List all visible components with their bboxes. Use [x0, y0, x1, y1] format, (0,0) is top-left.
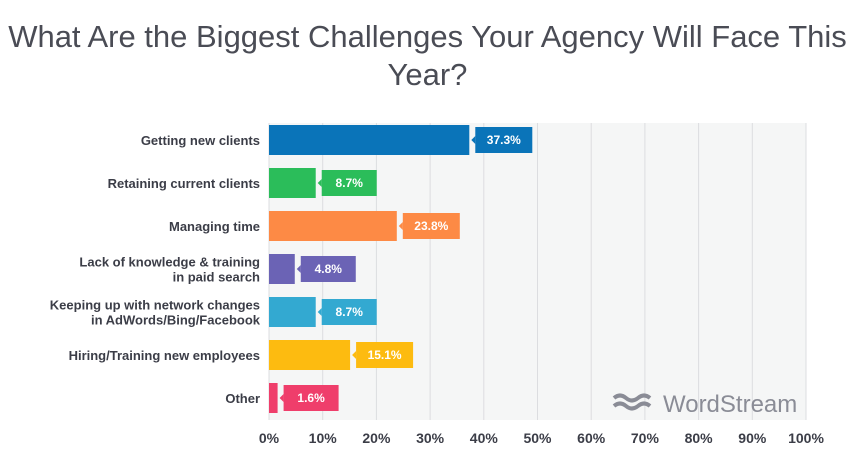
- chart-title: What Are the Biggest Challenges Your Age…: [8, 19, 847, 92]
- data-label-box: [356, 342, 414, 368]
- bar: [269, 168, 316, 198]
- data-label: 8.7%: [336, 305, 364, 319]
- category-label: Other: [225, 391, 260, 406]
- x-tick-label: 10%: [309, 430, 338, 446]
- data-label-pointer: [296, 265, 301, 273]
- data-label-box: [321, 170, 377, 196]
- category-label: Lack of knowledge & training: [79, 255, 260, 270]
- data-label-pointer: [471, 136, 476, 144]
- data-label-pointer: [317, 179, 322, 187]
- bar: [269, 254, 295, 284]
- category-label: in paid search: [173, 270, 260, 285]
- bar: [269, 211, 397, 241]
- data-label: 37.3%: [487, 133, 521, 147]
- wordstream-logo: WordStream: [612, 391, 797, 418]
- x-tick-label: 60%: [577, 430, 606, 446]
- category-label: Retaining current clients: [108, 176, 260, 191]
- bar: [269, 340, 351, 370]
- x-tick-label: 20%: [362, 430, 391, 446]
- category-label: Managing time: [169, 219, 260, 234]
- x-tick-label: 90%: [738, 430, 767, 446]
- data-label-pointer: [352, 351, 357, 359]
- category-label: Getting new clients: [141, 133, 260, 148]
- x-tick-label: 30%: [416, 430, 445, 446]
- data-label: 1.6%: [297, 391, 325, 405]
- category-label: in AdWords/Bing/Facebook: [91, 313, 261, 328]
- data-label-box: [300, 256, 356, 282]
- wordstream-wave-icon: [612, 393, 652, 411]
- bar: [269, 125, 470, 155]
- data-label-box: [475, 127, 533, 153]
- data-label: 23.8%: [414, 219, 448, 233]
- bar: [269, 297, 316, 327]
- category-label: Keeping up with network changes: [50, 298, 260, 313]
- data-label-box: [402, 213, 460, 239]
- x-tick-label: 70%: [631, 430, 660, 446]
- data-label: 4.8%: [315, 262, 343, 276]
- x-tick-label: 80%: [685, 430, 714, 446]
- data-label-box: [283, 385, 339, 411]
- x-tick-label: 50%: [523, 430, 552, 446]
- x-tick-label: 100%: [788, 430, 824, 446]
- x-tick-label: 40%: [470, 430, 499, 446]
- data-label-box: [321, 299, 377, 325]
- watermark-text: WordStream: [663, 391, 797, 418]
- x-tick-label: 0%: [259, 430, 280, 446]
- data-label: 8.7%: [336, 176, 364, 190]
- data-label: 15.1%: [368, 348, 402, 362]
- data-label-pointer: [398, 222, 403, 230]
- category-label: Hiring/Training new employees: [69, 348, 260, 363]
- data-label-pointer: [317, 308, 322, 316]
- data-label-pointer: [279, 394, 284, 402]
- bar: [269, 383, 278, 413]
